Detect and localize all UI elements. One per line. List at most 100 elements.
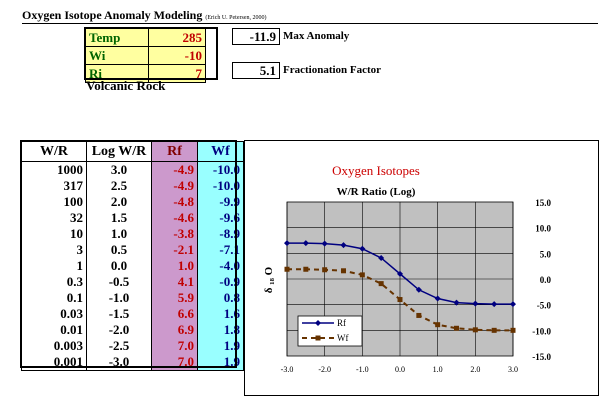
legend-box (297, 315, 363, 347)
wr-cell[interactable]: 0.1 (21, 290, 87, 306)
chart-subtitle: W/R Ratio (Log) (337, 186, 416, 198)
rf-point (472, 300, 479, 307)
rf-cell[interactable]: -2.1 (151, 242, 198, 258)
wr-cell[interactable]: 317 (21, 178, 87, 194)
max-anomaly-label: Max Anomaly (283, 30, 350, 42)
logwr-cell[interactable]: -2.0 (86, 322, 152, 338)
logwr-cell[interactable]: -3.0 (86, 354, 152, 371)
param-value-temp[interactable]: 285 (148, 28, 206, 47)
parameter-table: Temp 285 Wi -10 Ri 7 (85, 28, 206, 83)
y-tick-label: 5.0 (540, 249, 552, 259)
wf-cell[interactable]: 1.6 (197, 306, 244, 322)
y-tick-label: -10.0 (532, 326, 551, 336)
logwr-cell[interactable]: -0.5 (86, 274, 152, 290)
table-row: 317 2.5 -4.9 -10.0 (21, 178, 244, 194)
logwr-cell[interactable]: 0.5 (86, 242, 152, 258)
wr-cell[interactable]: 3 (21, 242, 87, 258)
y-tick-label: 15.0 (535, 198, 551, 208)
rf-point (453, 299, 460, 306)
wr-cell[interactable]: 32 (21, 210, 87, 226)
logwr-cell[interactable]: 3.0 (86, 161, 152, 178)
wf-cell[interactable]: -9.6 (197, 210, 244, 226)
rf-point (397, 270, 403, 277)
rf-point (510, 301, 516, 308)
col-header-rf[interactable]: Rf (151, 141, 198, 162)
table-row: 1000 3.0 -4.9 -10.0 (21, 161, 244, 178)
wr-cell[interactable]: 0.3 (21, 274, 87, 290)
rf-cell[interactable]: 5.9 (151, 290, 198, 306)
wr-cell[interactable]: 0.003 (21, 338, 87, 354)
rf-cell[interactable]: -4.9 (151, 161, 198, 178)
rf-cell[interactable]: 7.0 (151, 354, 198, 371)
fractionation-label: Fractionation Factor (283, 64, 382, 76)
param-label: Wi (85, 46, 149, 65)
logwr-cell[interactable]: 0.0 (86, 258, 152, 274)
rf-point (491, 301, 498, 308)
title-divider (22, 23, 598, 24)
rf-point (415, 286, 422, 293)
wr-cell[interactable]: 1000 (21, 161, 87, 178)
wf-cell[interactable]: -9.9 (197, 194, 244, 210)
wr-cell[interactable]: 1 (21, 258, 87, 274)
table-row: 0.01 -2.0 6.9 1.8 (21, 322, 244, 338)
rf-cell[interactable]: -3.8 (151, 226, 198, 242)
rf-point (284, 240, 290, 247)
rock-type-label: Volcanic Rock (86, 78, 166, 93)
param-value-wi[interactable]: -10 (148, 46, 206, 65)
rf-cell[interactable]: 7.0 (151, 338, 198, 354)
rf-cell[interactable]: 4.1 (151, 274, 198, 290)
col-header-logwr[interactable]: Log W/R (86, 141, 152, 162)
rf-cell[interactable]: 6.6 (151, 306, 198, 322)
wr-data-table: W/R Log W/R Rf Wf 1000 3.0 -4.9 -10.0 317 2.5… (21, 141, 244, 371)
wr-cell[interactable]: 10 (21, 226, 87, 242)
x-tick-label: 2.0 (470, 365, 480, 374)
wr-cell[interactable]: 100 (21, 194, 87, 210)
wf-cell[interactable]: 0.8 (197, 290, 244, 306)
rf-point (378, 254, 385, 261)
table-row: 0.003 -2.5 7.0 1.9 (21, 338, 244, 354)
table-row: 100 2.0 -4.8 -9.9 (21, 194, 244, 210)
wf-cell[interactable]: 1.9 (197, 338, 244, 354)
wf-cell[interactable]: -4.0 (197, 258, 244, 274)
col-header-wr[interactable]: W/R (21, 141, 87, 162)
rf-cell[interactable]: 6.9 (151, 322, 198, 338)
rf-cell[interactable]: -4.9 (151, 178, 198, 194)
wf-point (454, 325, 459, 331)
rf-cell[interactable]: -4.8 (151, 194, 198, 210)
logwr-cell[interactable]: 2.0 (86, 194, 152, 210)
title-text: Oxygen Isotope Anomaly Modeling (22, 8, 203, 22)
wf-cell[interactable]: 1.8 (197, 322, 244, 338)
wf-cell[interactable]: -0.9 (197, 274, 244, 290)
wf-cell[interactable]: -10.0 (197, 161, 244, 178)
wf-point (491, 327, 497, 333)
wr-cell[interactable]: 0.001 (21, 354, 87, 371)
wf-cell[interactable]: 1.9 (197, 354, 244, 371)
logwr-cell[interactable]: -1.0 (86, 290, 152, 306)
x-tick-label: 0.0 (395, 365, 405, 374)
col-header-wf[interactable]: Wf (197, 141, 244, 162)
wf-cell[interactable]: -7.1 (197, 242, 244, 258)
x-tick-label: -1.0 (356, 365, 369, 374)
max-anomaly-value[interactable]: -11.9 (232, 28, 280, 45)
oxygen-isotope-chart[interactable]: Oxygen Isotopes W/R Ratio (Log) 15.0 10.0… (244, 140, 599, 396)
logwr-cell[interactable]: 2.5 (86, 178, 152, 194)
rf-point (340, 242, 347, 249)
logwr-cell[interactable]: 1.5 (86, 210, 152, 226)
logwr-cell[interactable]: -1.5 (86, 306, 152, 322)
x-axis-ticks: -3.0 -2.0 -1.0 0.0 1.0 2.0 3.0 (281, 365, 518, 374)
logwr-cell[interactable]: -2.5 (86, 338, 152, 354)
y-tick-label: 0.0 (540, 275, 552, 285)
rf-cell[interactable]: -4.6 (151, 210, 198, 226)
wf-cell[interactable]: -8.9 (197, 226, 244, 242)
table-row: 0.03 -1.5 6.6 1.6 (21, 306, 244, 322)
wf-point (435, 322, 441, 328)
chart-legend: Rf Wf (297, 315, 363, 347)
logwr-cell[interactable]: 1.0 (86, 226, 152, 242)
fractionation-value[interactable]: 5.1 (232, 62, 280, 79)
rf-cell[interactable]: 1.0 (151, 258, 198, 274)
rf-point (302, 240, 309, 247)
chart-title: Oxygen Isotopes (332, 163, 420, 178)
wf-cell[interactable]: -10.0 (197, 178, 244, 194)
wr-cell[interactable]: 0.01 (21, 322, 87, 338)
wr-cell[interactable]: 0.03 (21, 306, 87, 322)
